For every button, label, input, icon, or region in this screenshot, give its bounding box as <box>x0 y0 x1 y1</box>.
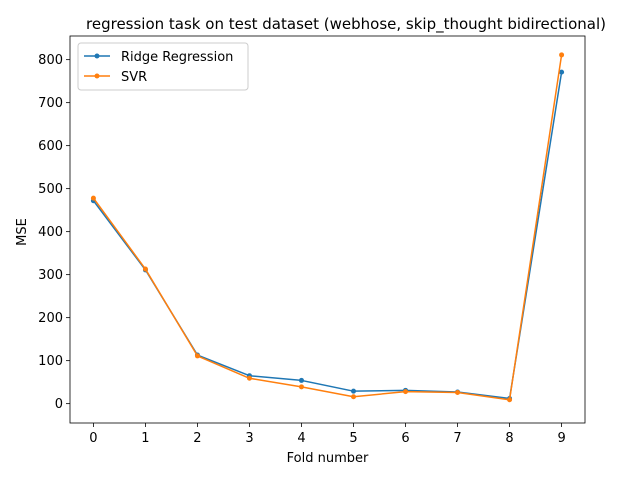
x-tick-label-9: 9 <box>557 431 565 446</box>
y-axis-label: MSE <box>15 218 30 246</box>
data-point-1-6 <box>403 389 409 395</box>
axes-layer: 0 1 2 3 4 5 6 7 8 9 0 100 200 300 400 500 600 700 800 <box>38 35 586 446</box>
data-point-1-5 <box>351 394 357 400</box>
data-point-1-8 <box>507 397 513 403</box>
x-tick-label-5: 5 <box>349 431 357 446</box>
plot-background <box>70 36 585 423</box>
axes-frame <box>69 35 586 424</box>
legend-label-0: Ridge Regression <box>121 50 233 65</box>
x-tick-label-3: 3 <box>245 431 253 446</box>
x-tick-label-4: 4 <box>297 431 305 446</box>
data-point-0-5 <box>351 388 357 394</box>
y-tick-label-2: 200 <box>38 311 63 326</box>
plot-area <box>70 36 585 423</box>
y-tick-label-4: 400 <box>38 225 63 240</box>
y-tick-label-3: 300 <box>38 268 63 283</box>
legend-marker-1 <box>94 73 100 79</box>
legend-box <box>77 42 249 91</box>
data-point-1-4 <box>298 384 304 390</box>
data-point-1-1 <box>142 266 148 272</box>
data-point-1-7 <box>455 389 461 395</box>
series-layer <box>90 52 565 403</box>
data-point-0-9 <box>559 69 565 75</box>
x-axis-label: Fold number <box>287 451 369 466</box>
x-tick-label-1: 1 <box>141 431 149 446</box>
chart-title: regression task on test dataset (webhose… <box>86 15 606 34</box>
data-point-1-0 <box>90 195 96 201</box>
y-tick-label-6: 600 <box>38 139 63 154</box>
x-tick-label-0: 0 <box>89 431 97 446</box>
x-tick-label-6: 6 <box>401 431 409 446</box>
data-point-0-4 <box>298 377 304 383</box>
y-tick-label-5: 500 <box>38 182 63 197</box>
y-tick-label-7: 700 <box>38 96 63 111</box>
x-tick-label-8: 8 <box>505 431 513 446</box>
data-point-1-3 <box>246 375 252 381</box>
x-tick-label-2: 2 <box>193 431 201 446</box>
legend-marker-0 <box>94 53 100 59</box>
series-line-1 <box>92 54 563 401</box>
y-tick-label-8: 800 <box>38 53 63 68</box>
y-tick-label-1: 100 <box>38 354 63 369</box>
legend: Ridge Regression SVR <box>77 42 249 91</box>
x-tick-label-7: 7 <box>453 431 461 446</box>
y-tick-label-0: 0 <box>55 397 63 412</box>
data-point-1-2 <box>194 353 200 359</box>
legend-label-1: SVR <box>121 70 147 85</box>
data-point-1-9 <box>559 52 565 58</box>
